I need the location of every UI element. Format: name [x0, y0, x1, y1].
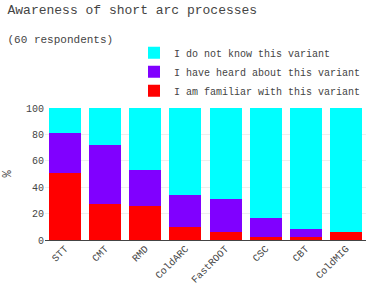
- svg-text:20: 20: [32, 209, 44, 220]
- svg-text:40: 40: [32, 183, 44, 194]
- svg-text:FastROOT: FastROOT: [189, 244, 231, 286]
- svg-text:80: 80: [32, 130, 44, 141]
- svg-text:CSC: CSC: [251, 244, 272, 265]
- svg-text:60: 60: [32, 156, 44, 167]
- svg-text:RMD: RMD: [130, 244, 151, 265]
- svg-text:CMT: CMT: [90, 244, 111, 265]
- svg-text:100: 100: [26, 104, 44, 115]
- svg-text:STT: STT: [50, 244, 71, 265]
- svg-text:ColdMIG: ColdMIG: [314, 244, 351, 281]
- svg-text:(60 respondents): (60 respondents): [8, 34, 114, 46]
- svg-text:I am familiar with this varian: I am familiar with this variant: [174, 87, 360, 98]
- svg-text:I do not know this variant: I do not know this variant: [174, 49, 330, 60]
- svg-text:CBT: CBT: [291, 244, 312, 265]
- svg-text:Awareness of short arc process: Awareness of short arc processes: [8, 3, 258, 18]
- svg-text:%: %: [1, 170, 15, 178]
- svg-text:I have heard about this varian: I have heard about this variant: [174, 68, 360, 79]
- svg-text:ColdARC: ColdARC: [154, 244, 191, 281]
- svg-text:0: 0: [38, 236, 44, 247]
